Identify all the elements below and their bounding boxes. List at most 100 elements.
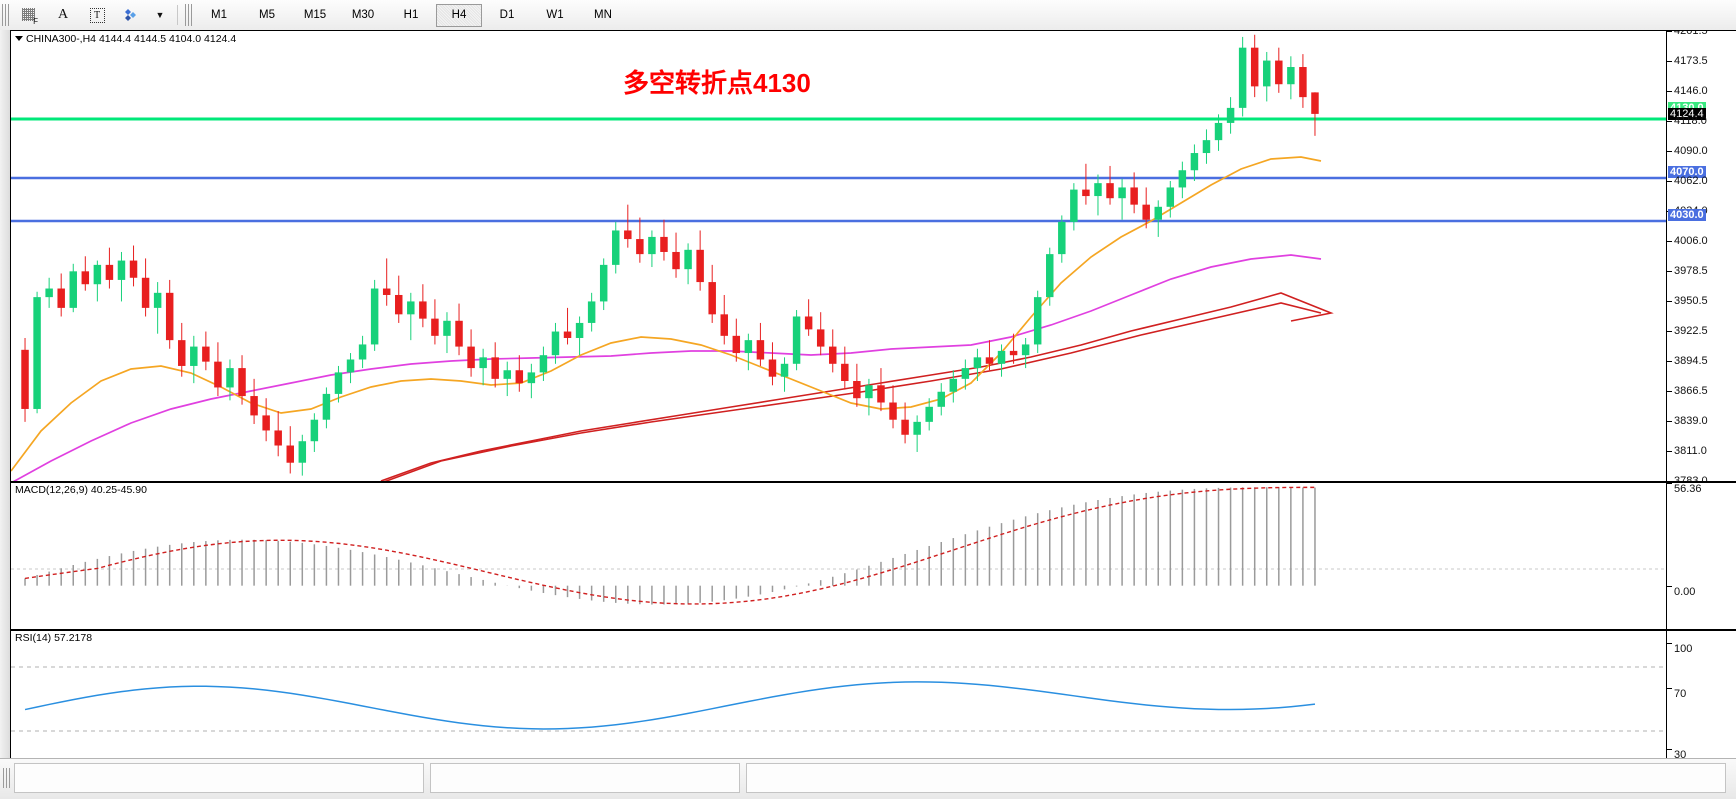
text-a-icon[interactable]: A — [57, 7, 69, 22]
candle-body — [1287, 67, 1295, 85]
rsi-tick — [1667, 688, 1672, 690]
toolbar-drag-handle[interactable] — [2, 4, 9, 26]
candle-body — [1070, 189, 1078, 222]
candle-body — [1046, 254, 1054, 298]
price-label-4030-0: 4030.0 — [1668, 209, 1706, 222]
status-cell-1[interactable] — [14, 763, 424, 793]
price-plot-area[interactable]: 多空转折点4130 — [11, 31, 1666, 481]
price-label-4201-5: 4201.5 — [1674, 30, 1708, 37]
candle-body — [298, 441, 307, 463]
price-label-4118-0: 4118.0 — [1674, 114, 1707, 127]
price-pane[interactable]: CHINA300-,H4 4144.4 4144.5 4104.0 4124.4… — [10, 30, 1736, 482]
candle-body — [672, 251, 680, 270]
candle-body — [1009, 350, 1018, 356]
price-label-4062-0: 4062.0 — [1674, 175, 1708, 187]
price-tick — [1667, 120, 1672, 122]
candle-body — [937, 391, 945, 407]
candle-body — [262, 415, 270, 431]
candle-body — [153, 292, 162, 308]
price-label-4006-0: 4006.0 — [1674, 235, 1708, 248]
candle-body — [1190, 153, 1199, 171]
timeframe-button-mn[interactable]: MN — [594, 9, 612, 21]
candle-body — [226, 368, 234, 388]
status-drag-handle[interactable] — [3, 768, 10, 788]
price-tick — [1667, 361, 1672, 363]
timeframe-button-m30[interactable]: M30 — [351, 9, 375, 21]
price-tick — [1667, 31, 1672, 32]
candle-body — [720, 314, 728, 336]
candle-body — [648, 236, 656, 255]
rsi-axis[interactable]: 100 70 30 — [1666, 631, 1736, 767]
candle-body — [214, 361, 222, 388]
price-tick — [1667, 331, 1672, 332]
candle-body — [21, 349, 29, 409]
candle-body — [575, 322, 584, 338]
rsi-pane[interactable]: RSI(14) 57.2178 100 70 30 — [10, 630, 1736, 768]
candle-body — [395, 294, 403, 315]
timeframe-button-m5[interactable]: M5 — [259, 9, 275, 21]
status-bar — [0, 758, 1736, 799]
candle-body — [1118, 187, 1126, 199]
candle-body — [816, 329, 825, 347]
rsi-label: RSI(14) 57.2178 — [15, 632, 93, 644]
objects-dropdown-arrow-icon[interactable]: ▼ — [155, 10, 165, 20]
candle-body — [382, 288, 391, 295]
candle-body — [286, 445, 294, 463]
timeframe-button-d1[interactable]: D1 — [499, 9, 515, 21]
macd-axis[interactable]: 56.360.00-23.78 — [1666, 483, 1736, 629]
candle-body — [1263, 60, 1271, 87]
price-label-4146-0: 4146.0 — [1674, 84, 1708, 97]
candle-body — [1238, 47, 1247, 108]
candle-body — [696, 249, 704, 283]
chart-header: CHINA300-,H4 4144.4 4144.5 4104.0 4124.4 — [15, 33, 236, 45]
candle-body — [178, 340, 186, 366]
macd-pane[interactable]: MACD(12,26,9) 40.25-45.90 56.360.00-23.7… — [10, 482, 1736, 630]
macd-label: MACD(12,26,9) 40.25-45.90 — [15, 484, 147, 496]
status-cell-2[interactable] — [430, 763, 740, 793]
chart-window: CHINA300-,H4 4144.4 4144.5 4104.0 4124.4… — [0, 30, 1736, 798]
price-candlestick-svg — [11, 34, 1666, 481]
candle-body — [1311, 92, 1319, 114]
timeframe-button-m15[interactable]: M15 — [303, 9, 327, 21]
timeframe-button-w1[interactable]: W1 — [546, 9, 564, 21]
rsi-plot-area[interactable] — [11, 631, 1666, 767]
rsi-label-30: 30 — [1674, 748, 1687, 761]
timeframe-button-h1[interactable]: H1 — [403, 9, 419, 21]
candle-body — [250, 396, 258, 416]
candle-body — [792, 316, 801, 364]
candle-body — [491, 357, 499, 379]
status-cell-3[interactable] — [746, 763, 1726, 793]
candle-body — [889, 402, 897, 420]
candle-body — [93, 264, 102, 285]
candle-body — [358, 344, 367, 360]
toolbar-separator — [177, 5, 178, 25]
timeframe-button-m1[interactable]: M1 — [211, 9, 227, 21]
macd-tick — [1667, 483, 1672, 484]
candle-body — [1154, 206, 1162, 220]
price-tick — [1667, 241, 1672, 243]
price-label-4090-0: 4090.0 — [1674, 144, 1708, 157]
crosshair-f-icon[interactable]: F — [13, 3, 45, 27]
timeframe-group-drag-handle[interactable] — [185, 4, 192, 26]
price-axis[interactable]: 4201.54173.54146.04130.04124.44118.04090… — [1666, 31, 1736, 481]
timeframe-button-h4[interactable]: H4 — [436, 3, 482, 27]
candle-body — [1178, 170, 1187, 188]
chart-header-text: CHINA300-,H4 4144.4 4144.5 4104.0 4124.4 — [26, 33, 237, 45]
candle-body — [129, 260, 138, 278]
candle-body — [829, 346, 837, 364]
price-tick — [1667, 450, 1672, 452]
candle-body — [961, 368, 970, 379]
candle-body — [105, 264, 114, 280]
timeframe-button-group: M1 M5 M15 M30 H1 H4 D1 W1 MN — [195, 3, 627, 27]
price-tick — [1667, 300, 1672, 302]
candle-body — [708, 282, 716, 315]
objects-icon[interactable] — [115, 3, 147, 27]
candle-body — [81, 271, 90, 285]
candle-body — [202, 346, 210, 362]
text-box-icon[interactable]: T — [81, 3, 113, 27]
macd-plot-area[interactable] — [11, 483, 1666, 629]
chart-collapse-caret-icon[interactable] — [15, 36, 23, 41]
macd-label-000: 0.00 — [1674, 585, 1696, 598]
price-tick — [1667, 181, 1672, 182]
candle-body — [551, 331, 560, 356]
